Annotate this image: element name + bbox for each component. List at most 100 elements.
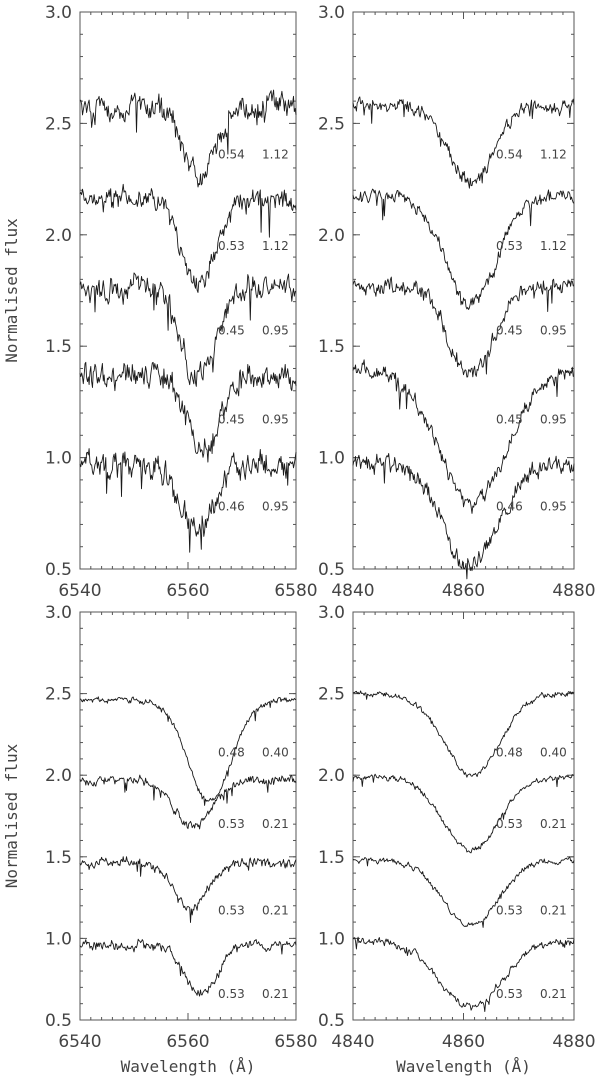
curve-label-right: 0.21	[262, 817, 289, 831]
spectrum-line	[352, 773, 575, 854]
y-tick-label: 1.0	[318, 929, 345, 949]
curve-label-right: 0.40	[540, 745, 567, 759]
x-tick-label: 6540	[58, 1032, 101, 1052]
curve-label-left: 0.53	[496, 239, 523, 253]
x-tick-label: 6560	[166, 581, 209, 601]
y-tick-label: 3.0	[318, 603, 345, 623]
curve-label-left: 0.53	[218, 239, 245, 253]
y-tick-label: 2.0	[318, 226, 345, 246]
curve-label-right: 0.95	[540, 413, 567, 427]
curve-label-right: 1.12	[262, 148, 289, 162]
spectrum-line	[352, 359, 574, 514]
y-axis-title: Normalised flux	[2, 218, 21, 363]
y-tick-label: 3.0	[45, 603, 72, 623]
y-tick-label: 2.0	[45, 226, 72, 246]
spectrum-line	[79, 89, 297, 188]
curve-label-right: 1.12	[540, 148, 567, 162]
spectrum-line	[352, 276, 575, 378]
y-tick-label: 0.5	[45, 560, 72, 580]
y-tick-label: 2.0	[45, 766, 72, 786]
x-tick-label: 6560	[166, 1032, 209, 1052]
y-axis-title: Normalised flux	[2, 743, 21, 888]
panel-2: 4840 4860 4880 0.5 1.0 1.5 2.0 2.5 3.0 0.54 1.12 0.…	[318, 3, 596, 601]
spectrum-line	[352, 856, 575, 928]
curve-label-right: 0.95	[262, 500, 289, 514]
y-tick-label: 1.0	[318, 449, 345, 469]
x-tick-label: 4840	[331, 1032, 374, 1052]
curve-label-left: 0.45	[496, 324, 523, 338]
curve-label-right: 0.95	[262, 413, 289, 427]
x-tick-label: 6580	[274, 1032, 317, 1052]
y-tick-label: 2.5	[318, 685, 345, 705]
spectrum-line	[79, 448, 297, 553]
spectrum-line	[79, 696, 297, 806]
curve-label-right: 0.95	[540, 500, 567, 514]
curve-label-left: 0.54	[496, 148, 523, 162]
spectrum-line	[79, 183, 297, 293]
curve-label-right: 0.21	[262, 987, 289, 1001]
x-tick-label: 6540	[58, 581, 101, 601]
panel-frame	[352, 611, 575, 1021]
spectrum-line	[79, 938, 297, 997]
spectrum-line	[352, 690, 575, 778]
y-tick-label: 2.0	[318, 766, 345, 786]
curve-label-left: 0.45	[218, 413, 245, 427]
panel-frame	[352, 11, 575, 570]
y-tick-label: 0.5	[318, 560, 345, 580]
x-tick-label: 4860	[442, 581, 485, 601]
spectrum-line	[79, 272, 297, 387]
y-tick-label: 3.0	[45, 3, 72, 23]
y-tick-label: 1.5	[45, 337, 72, 357]
spectrum-line	[352, 936, 575, 1013]
curve-label-right: 0.21	[540, 904, 567, 918]
x-tick-label: 4860	[442, 1032, 485, 1052]
panel-4: 4840 4860 4880 0.5 1.0 1.5 2.0 2.5 3.0 Wavelength…	[318, 603, 596, 1076]
y-tick-label: 2.5	[45, 114, 72, 134]
curve-label-right: 0.21	[540, 987, 567, 1001]
panel-1: 6540 6560 6580 0.5 1.0 1.5 2.0 2.5 3.0 Normalised…	[2, 3, 318, 601]
spectrum-line	[79, 774, 297, 830]
x-tick-label: 6580	[274, 581, 317, 601]
y-tick-label: 3.0	[318, 3, 345, 23]
curve-label-left: 0.46	[496, 500, 523, 514]
curve-label-left: 0.53	[496, 904, 523, 918]
curve-label-right: 0.21	[540, 817, 567, 831]
y-tick-label: 1.5	[318, 337, 345, 357]
y-tick-label: 1.0	[45, 449, 72, 469]
curve-label-left: 0.53	[218, 817, 245, 831]
y-tick-label: 0.5	[318, 1011, 345, 1031]
curve-label-left: 0.53	[218, 904, 245, 918]
x-tick-label: 4880	[552, 1032, 595, 1052]
spectrum-line	[352, 96, 575, 189]
panel-3: 6540 6560 6580 0.5 1.0 1.5 2.0 2.5 3.0 Normalised…	[2, 603, 318, 1076]
curve-label-right: 0.40	[262, 745, 289, 759]
curve-label-left: 0.53	[496, 817, 523, 831]
curve-label-right: 0.21	[262, 904, 289, 918]
y-tick-label: 0.5	[45, 1011, 72, 1031]
curve-label-left: 0.48	[218, 745, 245, 759]
y-tick-label: 1.5	[318, 848, 345, 868]
x-axis-title: Wavelength (Å)	[396, 1057, 531, 1076]
panel-frame	[79, 611, 297, 1021]
y-tick-label: 1.5	[45, 848, 72, 868]
curve-label-right: 0.95	[262, 324, 289, 338]
spectrum-line	[352, 453, 575, 580]
spectrum-line	[79, 856, 297, 923]
spectrum-line	[352, 188, 575, 310]
curve-label-left: 0.54	[218, 148, 245, 162]
x-tick-label: 4880	[552, 581, 595, 601]
curve-label-left: 0.45	[496, 413, 523, 427]
x-tick-label: 4840	[331, 581, 374, 601]
x-axis-title: Wavelength (Å)	[121, 1057, 256, 1076]
curve-label-left: 0.45	[218, 324, 245, 338]
spectrum-line	[79, 361, 297, 463]
curve-label-right: 0.95	[540, 324, 567, 338]
curve-label-left: 0.53	[496, 987, 523, 1001]
curve-label-left: 0.53	[218, 987, 245, 1001]
y-tick-label: 1.0	[45, 929, 72, 949]
y-tick-label: 2.5	[45, 685, 72, 705]
y-tick-label: 2.5	[318, 114, 345, 134]
curve-label-left: 0.48	[496, 745, 523, 759]
curve-label-left: 0.46	[218, 500, 245, 514]
